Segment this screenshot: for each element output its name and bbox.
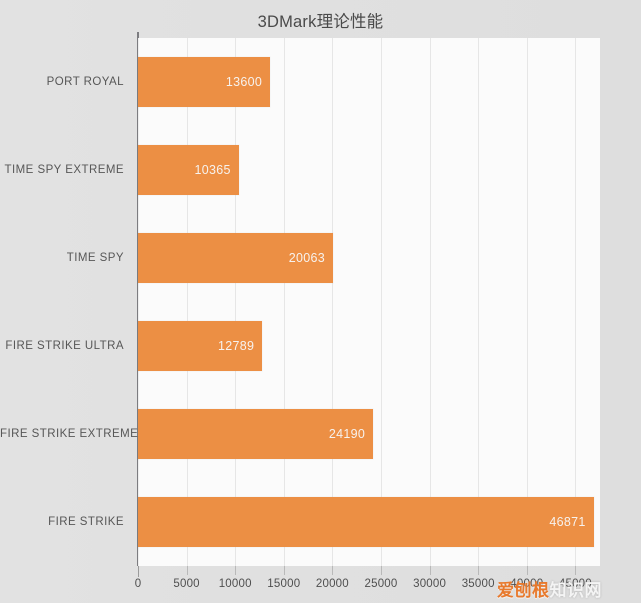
bar-value-label: 12789 — [218, 339, 255, 353]
x-tick-label: 35000 — [461, 578, 495, 590]
tick-mark-5000 — [186, 566, 188, 575]
gridline-35000 — [478, 38, 480, 566]
category-label: FIRE STRIKE EXTREME — [0, 428, 139, 440]
gridline-25000 — [381, 38, 382, 566]
x-tick-label: 0 — [134, 578, 142, 590]
x-tick-label: 40000 — [510, 578, 544, 590]
gridline-30000 — [429, 38, 431, 566]
category-label: TIME SPY — [66, 252, 124, 264]
bar-value-label: 13600 — [225, 75, 263, 89]
bar-row: 24190 — [138, 409, 374, 459]
gridline-15000 — [283, 38, 285, 566]
bar-value-label: 46871 — [549, 515, 586, 529]
bar-row: 46871 — [138, 497, 594, 547]
x-tick-label: 45000 — [558, 578, 592, 590]
tick-mark-10000 — [235, 566, 237, 575]
bar-value-label: 24190 — [328, 427, 366, 441]
category-label: PORT ROYAL — [46, 76, 124, 88]
bar: 20063 — [138, 233, 333, 283]
bar: 24190 — [138, 409, 374, 459]
x-tick-label: 25000 — [364, 578, 398, 590]
gridline-20000 — [332, 38, 334, 566]
bar-row: 20063 — [138, 233, 333, 283]
tick-mark-45000 — [575, 566, 577, 575]
gridline-40000 — [526, 38, 528, 566]
plot-area — [138, 38, 600, 566]
bar-value-label: 10365 — [194, 163, 231, 177]
x-tick-label: 30000 — [413, 578, 447, 590]
gridline-0 — [138, 38, 139, 566]
x-tick-label: 5000 — [173, 578, 200, 590]
tick-mark-35000 — [478, 566, 480, 575]
gridline-10000 — [235, 38, 237, 566]
tick-mark-40000 — [526, 566, 528, 575]
bar: 10365 — [138, 145, 239, 195]
x-tick-label: 20000 — [315, 578, 349, 590]
tick-mark-30000 — [429, 566, 431, 575]
x-tick-label: 15000 — [267, 578, 301, 590]
tick-mark-25000 — [381, 566, 382, 575]
bar-row: 12789 — [138, 321, 263, 371]
bar-row: 13600 — [138, 57, 271, 107]
bar: 46871 — [138, 497, 594, 547]
category-label: TIME SPY EXTREME — [4, 164, 124, 176]
bar: 13600 — [138, 57, 271, 107]
chart-title: 3DMark理论性能 — [257, 13, 384, 31]
tick-mark-20000 — [332, 566, 334, 575]
bar-row: 10365 — [138, 145, 239, 195]
bar: 12789 — [138, 321, 263, 371]
category-label: FIRE STRIKE — [48, 516, 124, 528]
gridline-45000 — [575, 38, 577, 566]
tick-mark-15000 — [283, 566, 285, 575]
bar-value-label: 20063 — [288, 251, 325, 265]
x-tick-label: 10000 — [218, 578, 252, 590]
tick-mark-0 — [138, 566, 139, 577]
category-label: FIRE STRIKE ULTRA — [5, 340, 124, 352]
gridline-5000 — [186, 38, 188, 566]
